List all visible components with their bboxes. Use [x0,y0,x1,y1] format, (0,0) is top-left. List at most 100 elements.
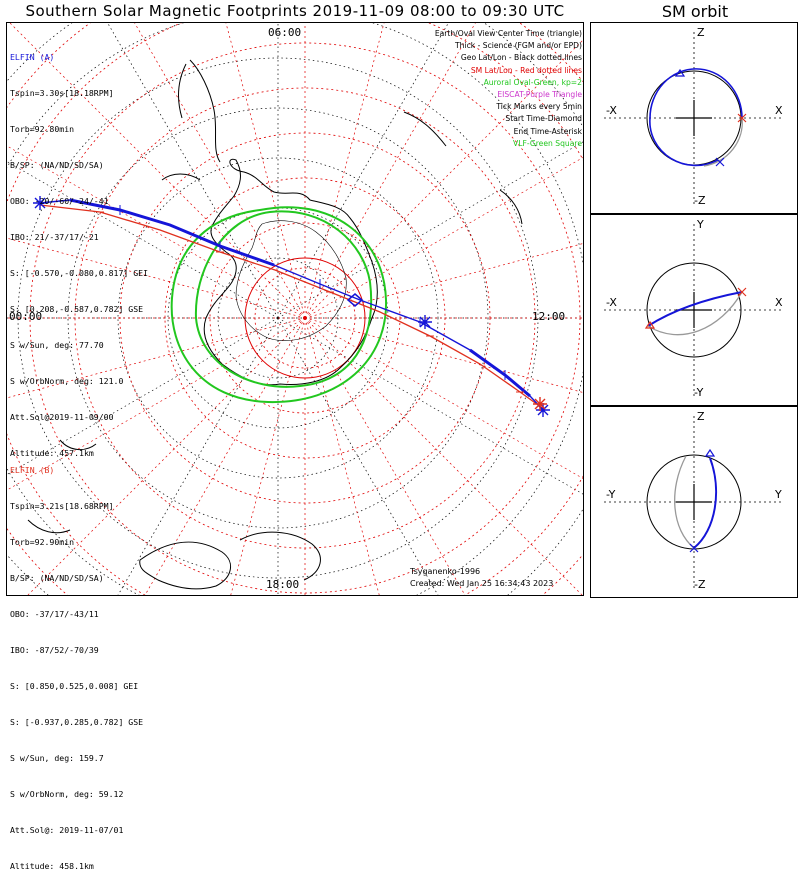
start-diamond-a [346,293,364,307]
elfin-b-line: Att.Sol@: 2019-11-07/01 [10,825,124,835]
elfin-b-line: S w/Sun, deg: 159.7 [10,753,104,763]
sm3-top: Z [697,410,705,423]
orbit-a-asterisk [689,543,699,553]
sm-grid-lines [7,23,583,595]
sm1-bottom: -Z [694,194,706,207]
legend-item: Earth/Oval View Center Time (triangle) [434,29,582,38]
start-asterisk-a [33,196,47,210]
sm-longitude-line [144,317,306,595]
elfin-a-info: ELFIN (A) Tspin=3.30s[18.18RPM] Torb=92.… [10,27,148,471]
sm-longitude-line [304,157,583,319]
legend-item: VLF-Green Square [513,138,582,148]
legend-item: End Time-Asterisk [513,126,582,136]
elfin-b-line: B/SP: (NA/ND/SD/SA) [10,573,104,583]
geo-latitude-circle [17,57,539,579]
legend-item: SM Lat/Lon - Red dotted lines [470,65,582,75]
legend-item: EISCAT-Purple Triangle [497,89,582,99]
sm-longitude-line [304,39,583,319]
orbit-a-arc [649,117,719,167]
orbit-a-arc [647,291,743,327]
legend-item: Thick - Science (FGM and/or EPD) [455,41,582,51]
elfin-a-science-segment [469,348,531,398]
elfin-b-line: S: [-0.937,0.285,0.782] GSE [10,717,144,727]
orbit-a-triangle [704,448,716,457]
legend-item: Auroral Oval-Green, kp=2 [483,77,582,87]
sm-longitude-line [7,317,306,399]
elfin-a-line: B/SP: (NA/ND/SD/SA) [10,160,104,170]
sm-longitude-line [230,317,306,595]
sm-panel-xz [590,22,798,214]
orbit-b-arc [674,455,695,549]
orbit-b-arc [703,117,743,167]
sm-longitude-line [7,317,306,491]
geo-longitude-line [277,317,583,495]
mlt-label-right: 12:00 [532,310,566,323]
map-legend: Earth/Oval View Center Time (triangle) T… [435,28,582,150]
elfin-b-line: Altitude: 458.1km [10,861,94,871]
elfin-b-line: Torb=92.90min [10,537,75,547]
sm-longitude-line [9,23,306,319]
sm3-right: Y [775,488,782,501]
orbit-a-arc [693,457,718,549]
sm-orbit-title: SM orbit [661,2,729,21]
end-asterisk-a [536,403,550,417]
elfin-b-info: ELFIN (B) Tspin=3.21s[18.68RPM] Torb=92.… [10,440,143,884]
sm2-top: Y [697,218,704,231]
orbit-b-triangle [644,320,656,329]
auroral-oval [170,206,388,404]
sm-reference-circle [244,257,366,379]
elfin-a-name: ELFIN (A) [10,52,55,62]
sm-longitude-line [7,237,306,319]
orbit-b-asterisk [737,113,747,123]
elfin-a-line: Altitude: 457.1km [10,448,94,458]
orbit-a-arc [649,68,743,119]
elfin-b-name: ELFIN (B) [10,465,55,475]
sm-longitude-line [134,23,306,319]
geo-longitude-line [277,317,439,595]
elfin-a-line: S w/OrbNorm, deg: 121.0 [10,376,124,386]
elfin-a-line: S: [-0.570,-0.080,0.817] GEI [10,268,149,278]
footprint-tracks [33,196,550,417]
chart-title: Southern Solar Magnetic Footprints 2019-… [25,2,565,20]
elfin-b-line: S w/OrbNorm, deg: 59.12 [10,789,124,799]
footprint-map-frame [6,22,584,596]
sm-panel-xy [590,214,798,406]
sm-longitude-line [304,243,583,319]
sm-longitude-line [27,317,306,595]
orbit-b-asterisk [737,287,747,297]
model-label: Tsyganenko-1996 [410,567,481,576]
sm-longitude-line [304,317,583,479]
elfin-a-line: Torb=92.80min [10,124,75,134]
end-asterisk-b [533,397,547,411]
elfin-a-line: S: [0.208,-0.587,0.782] GSE [10,304,144,314]
footprint-map-svg [7,23,784,595]
orbit-a-asterisk [715,157,725,167]
sm1-right: X [775,104,783,117]
sm1-top: Z [697,26,705,39]
elfin-a-line: OBO: -20/-60/-24/-41 [10,196,109,206]
sm2-left: -X [606,296,617,309]
sm3-left: -Y [606,488,616,501]
sm2-bottom: -Y [694,386,704,399]
auroral-oval-outer [170,206,388,404]
created-label: Created: Wed Jan 25 16:34:43 2023 [410,579,554,588]
sm-longitude-line [7,145,306,319]
sm-longitude-line [304,317,583,595]
sm-panel-yz [590,406,798,598]
coastline [27,59,523,590]
geo-latitude-circle [67,107,489,529]
elfin-a-line: S w/Sun, deg: 77.70 [10,340,104,350]
mlt-label-bottom: 18:00 [266,578,300,591]
elfin-b-line: Tspin=3.21s[18.68RPM] [10,501,114,511]
orbit-a-triangle [674,68,686,77]
elfin-a-line: IBO: 21/-37/17/-21 [10,232,99,242]
legend-item: Geo Lat/Lon - Black dotted lines [460,53,582,63]
sm2-right: X [775,296,783,309]
center-asterisk-a [418,315,432,329]
legend-item: Start Time-Diamond [505,114,582,124]
sm-longitude-line [304,317,380,595]
legend-item: Tick Marks every 5min [496,102,582,112]
sm-longitude-line [304,23,385,319]
sm-longitude-line [225,23,306,319]
sm-longitude-line [304,317,583,393]
